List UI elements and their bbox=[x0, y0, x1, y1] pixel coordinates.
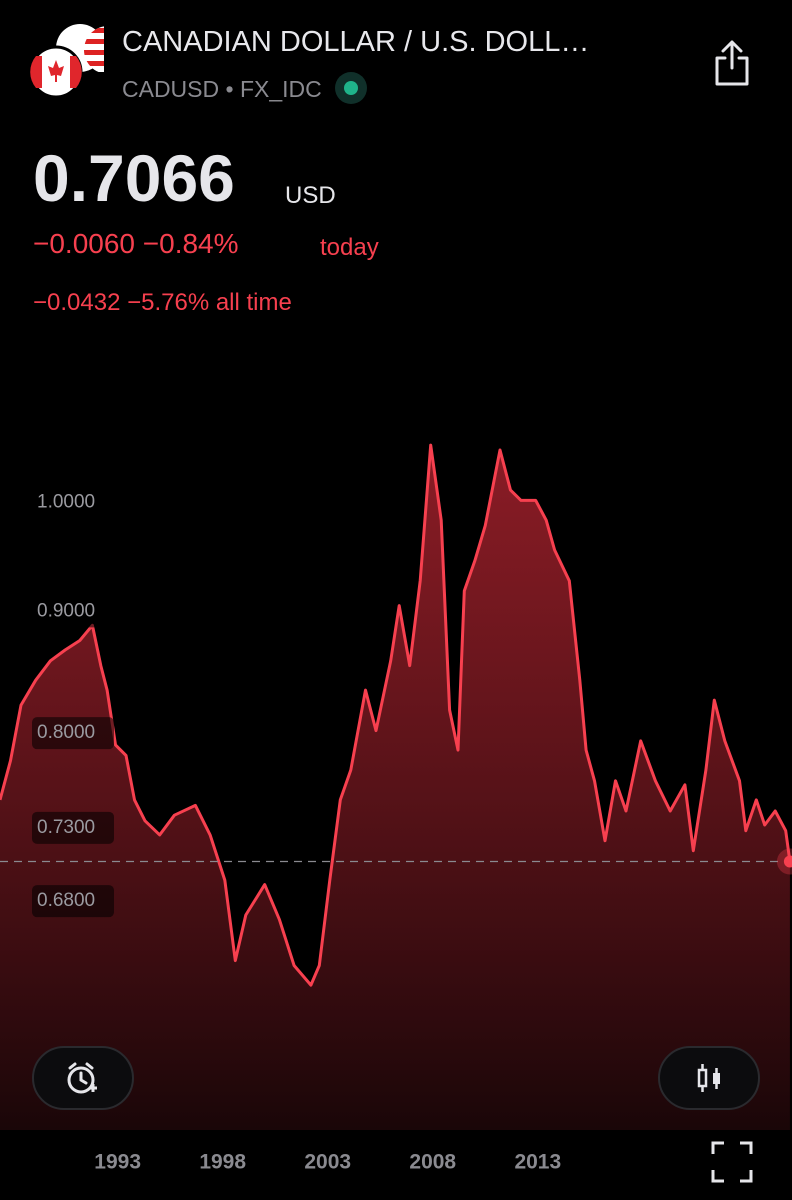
y-tick-label-bg bbox=[32, 717, 114, 750]
last-point bbox=[783, 855, 792, 868]
change-period: today bbox=[320, 234, 379, 261]
chart-type-button[interactable] bbox=[658, 1046, 760, 1110]
symbol-subtitle: CADUSD • FX_IDC bbox=[122, 71, 368, 105]
alert-icon bbox=[67, 1062, 97, 1094]
y-tick-label-bg bbox=[32, 595, 114, 628]
daily-change: −0.0060 −0.84% bbox=[33, 228, 239, 259]
market-status bbox=[335, 72, 368, 104]
flags bbox=[29, 24, 104, 99]
x-tick-label: 1993 bbox=[94, 1151, 141, 1174]
y-tick-label: 0.9000 bbox=[37, 600, 95, 621]
candle-icon bbox=[697, 1064, 720, 1092]
y-tick-label-bg bbox=[32, 885, 114, 918]
y-tick-label: 0.6800 bbox=[37, 890, 95, 911]
x-tick-label: 2003 bbox=[304, 1151, 351, 1174]
price-line bbox=[0, 443, 792, 987]
alert-button[interactable] bbox=[32, 1046, 134, 1110]
all-time-change: −0.0432 −5.76% all time bbox=[33, 289, 292, 316]
y-tick-label-bg bbox=[32, 811, 114, 844]
symbol-title: CANADIAN DOLLAR / U.S. DOLL… bbox=[122, 26, 590, 58]
share-button[interactable] bbox=[712, 38, 752, 88]
x-tick-label: 2013 bbox=[514, 1151, 561, 1174]
x-tick-label: 1998 bbox=[199, 1151, 246, 1174]
y-tick-label: 0.7300 bbox=[37, 817, 95, 838]
fullscreen-button[interactable] bbox=[710, 1140, 754, 1184]
area bbox=[0, 445, 790, 1131]
price: 0.7066 bbox=[33, 141, 235, 215]
y-tick-label: 0.8000 bbox=[37, 722, 95, 743]
ticker: CADUSD bbox=[122, 76, 220, 102]
exchange: FX_IDC bbox=[239, 76, 322, 102]
y-tick-label-bg bbox=[32, 486, 114, 519]
y-tick-label: 1.0000 bbox=[37, 491, 95, 512]
x-tick-label: 2008 bbox=[409, 1151, 456, 1174]
currency: USD bbox=[285, 182, 336, 209]
